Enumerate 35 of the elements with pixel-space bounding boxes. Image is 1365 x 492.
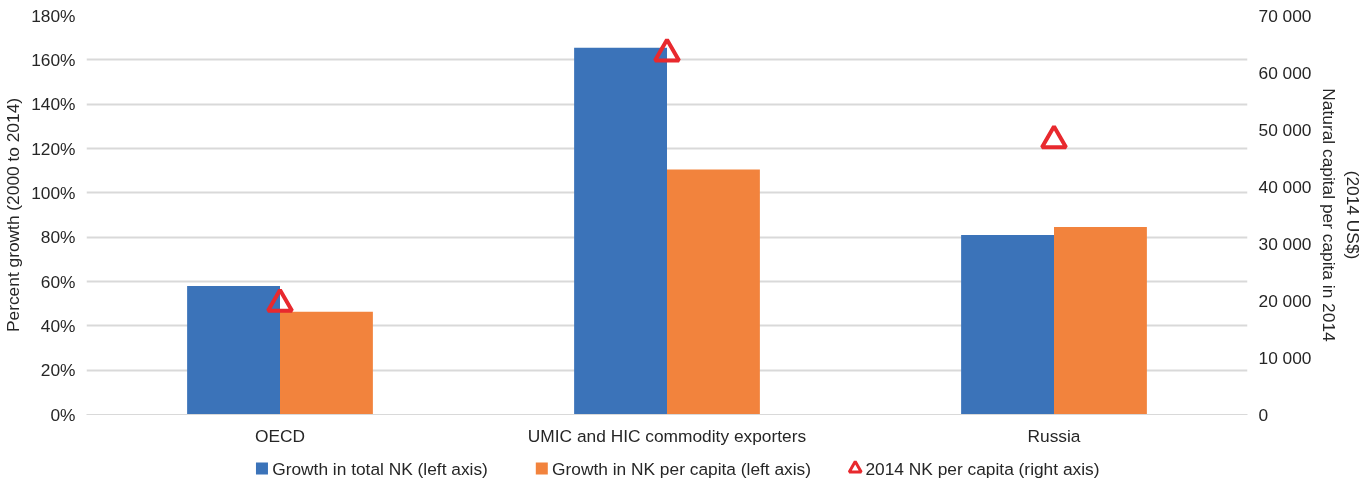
bar — [187, 285, 280, 415]
y-tick-label: 80% — [40, 227, 76, 248]
legend-label: Growth in total NK (left axis) — [272, 458, 488, 479]
bar — [1054, 226, 1147, 415]
y2-tick-label: 30 000 — [1258, 233, 1312, 254]
x-tick-label: UMIC and HIC commodity exporters — [527, 425, 807, 446]
legend-label: 2014 NK per capita (right axis) — [865, 458, 1100, 479]
y-tick-label: 120% — [31, 138, 76, 159]
y-tick-label: 60% — [40, 271, 76, 292]
y-tick-label: 180% — [31, 5, 76, 26]
y2-tick-label: 10 000 — [1258, 347, 1312, 368]
x-tick-label: OECD — [254, 425, 306, 446]
y2-axis-title: Natural capital per capita in 2014 (2014 US$) — [1319, 88, 1363, 343]
point — [653, 37, 681, 63]
y-tick-label: 20% — [40, 360, 76, 381]
bar — [280, 311, 373, 415]
y2-tick-label: 50 000 — [1258, 119, 1312, 140]
legend-label: Growth in NK per capita (left axis) — [552, 458, 812, 479]
y-tick-label: 0% — [50, 404, 76, 425]
y2-tick-label: 70 000 — [1258, 5, 1312, 26]
y-tick-label: 100% — [31, 182, 76, 203]
bar — [667, 169, 760, 415]
y-tick-label: 160% — [31, 49, 76, 70]
y2-tick-label: 60 000 — [1258, 62, 1312, 83]
y2-tick-label: 0 — [1258, 404, 1269, 425]
bar — [574, 47, 667, 415]
y2-tick-label: 40 000 — [1258, 176, 1312, 197]
y-tick-label: 40% — [40, 315, 76, 336]
y-axis-title: Percent growth (2000 to 2014) — [3, 97, 24, 333]
x-tick-label: Russia — [1027, 425, 1081, 446]
point — [1040, 124, 1068, 150]
y2-tick-label: 20 000 — [1258, 290, 1312, 311]
bar — [961, 234, 1054, 415]
y-tick-label: 140% — [31, 94, 76, 115]
point — [266, 288, 294, 313]
